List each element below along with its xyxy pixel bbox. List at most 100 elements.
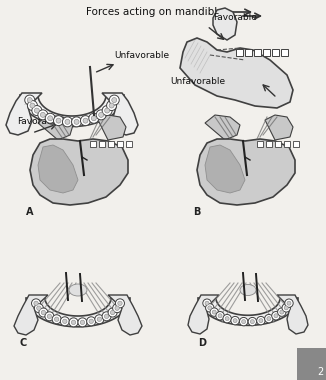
Circle shape	[257, 317, 265, 325]
Circle shape	[53, 116, 64, 126]
Circle shape	[37, 306, 41, 310]
Text: D: D	[198, 338, 206, 348]
Polygon shape	[102, 93, 138, 135]
FancyBboxPatch shape	[293, 141, 299, 147]
Circle shape	[63, 117, 72, 127]
Text: Unfavorable: Unfavorable	[114, 51, 169, 60]
Circle shape	[34, 108, 39, 113]
Circle shape	[47, 314, 52, 318]
FancyBboxPatch shape	[257, 141, 263, 147]
Circle shape	[81, 116, 91, 126]
Circle shape	[91, 116, 96, 121]
Circle shape	[83, 118, 88, 123]
Text: Favorable: Favorable	[17, 117, 61, 126]
Text: Unfavorable: Unfavorable	[170, 78, 225, 87]
Circle shape	[40, 112, 45, 117]
Circle shape	[287, 301, 291, 305]
Circle shape	[105, 108, 110, 113]
Text: Favorable: Favorable	[213, 13, 257, 22]
FancyBboxPatch shape	[263, 49, 270, 56]
Polygon shape	[30, 139, 128, 205]
Circle shape	[39, 308, 48, 317]
Circle shape	[71, 320, 76, 325]
Circle shape	[32, 299, 40, 308]
Circle shape	[208, 306, 212, 310]
Polygon shape	[6, 93, 42, 135]
Circle shape	[48, 116, 53, 121]
Circle shape	[225, 317, 229, 321]
Circle shape	[87, 317, 96, 326]
Polygon shape	[98, 115, 126, 140]
Circle shape	[284, 306, 288, 310]
Polygon shape	[108, 295, 142, 335]
Ellipse shape	[69, 284, 87, 296]
Circle shape	[108, 308, 117, 317]
Polygon shape	[14, 295, 48, 335]
FancyBboxPatch shape	[99, 141, 105, 147]
Polygon shape	[198, 298, 298, 325]
Circle shape	[38, 110, 48, 120]
Circle shape	[285, 299, 293, 307]
Circle shape	[41, 310, 46, 315]
Circle shape	[112, 304, 122, 313]
Polygon shape	[180, 38, 293, 108]
Circle shape	[274, 314, 278, 318]
Circle shape	[109, 103, 114, 108]
Circle shape	[267, 317, 271, 321]
Polygon shape	[213, 8, 237, 40]
Circle shape	[242, 320, 246, 324]
Circle shape	[63, 319, 67, 323]
Circle shape	[30, 103, 35, 108]
Circle shape	[69, 318, 78, 327]
Circle shape	[278, 308, 286, 316]
Circle shape	[80, 320, 85, 325]
Circle shape	[212, 310, 216, 314]
Circle shape	[95, 315, 104, 324]
Circle shape	[239, 317, 248, 326]
Circle shape	[250, 320, 254, 324]
Circle shape	[89, 113, 99, 123]
FancyBboxPatch shape	[281, 49, 288, 56]
Text: B: B	[193, 207, 200, 217]
Circle shape	[34, 301, 38, 306]
Text: A: A	[26, 207, 34, 217]
Ellipse shape	[240, 285, 256, 296]
Text: 2: 2	[317, 367, 323, 377]
Circle shape	[56, 118, 61, 123]
Circle shape	[78, 318, 87, 327]
Circle shape	[210, 308, 218, 316]
Circle shape	[89, 319, 93, 323]
Circle shape	[259, 318, 263, 323]
Circle shape	[205, 301, 209, 305]
FancyBboxPatch shape	[254, 49, 261, 56]
Polygon shape	[188, 295, 219, 334]
FancyBboxPatch shape	[245, 49, 252, 56]
Circle shape	[223, 314, 231, 323]
Polygon shape	[197, 139, 295, 205]
Circle shape	[52, 315, 61, 324]
Circle shape	[218, 314, 222, 318]
FancyBboxPatch shape	[90, 141, 96, 147]
Circle shape	[109, 95, 119, 105]
FancyBboxPatch shape	[117, 141, 123, 147]
Circle shape	[102, 312, 111, 321]
Circle shape	[60, 317, 69, 326]
Polygon shape	[205, 115, 240, 140]
Circle shape	[112, 98, 117, 103]
Circle shape	[118, 301, 122, 306]
FancyBboxPatch shape	[275, 141, 281, 147]
FancyBboxPatch shape	[108, 141, 114, 147]
Circle shape	[115, 306, 119, 310]
Circle shape	[216, 312, 224, 320]
FancyBboxPatch shape	[284, 141, 290, 147]
Polygon shape	[265, 115, 293, 140]
Circle shape	[206, 304, 214, 312]
Polygon shape	[277, 295, 308, 334]
Polygon shape	[20, 95, 124, 127]
Circle shape	[231, 317, 239, 325]
Circle shape	[74, 119, 79, 124]
FancyBboxPatch shape	[272, 49, 279, 56]
Circle shape	[282, 304, 290, 312]
Circle shape	[265, 314, 273, 323]
Circle shape	[27, 98, 32, 103]
